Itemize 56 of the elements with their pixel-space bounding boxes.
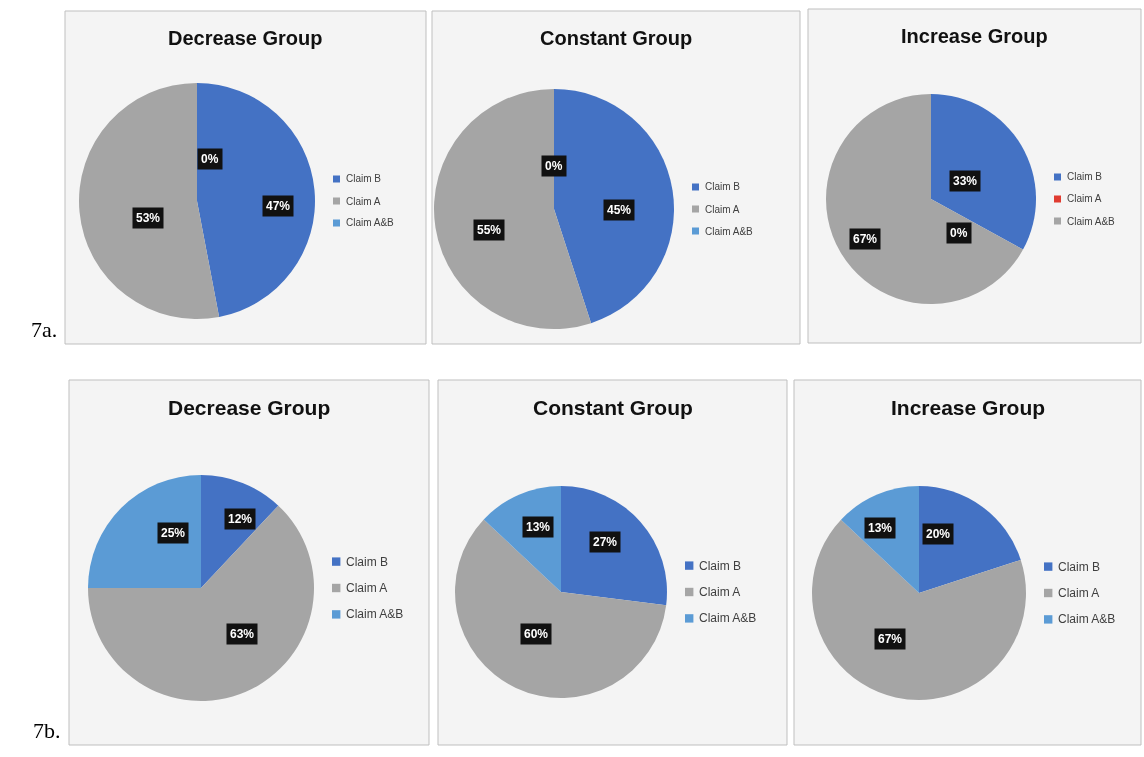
- data-label: 20%: [926, 527, 951, 541]
- data-label: 67%: [853, 232, 878, 246]
- data-label: 25%: [161, 526, 186, 540]
- legend-label: Claim A&B: [1058, 612, 1116, 626]
- legend-label: Claim A&B: [1067, 216, 1116, 227]
- legend-label: Claim B: [1067, 171, 1103, 182]
- legend-label: Claim A&B: [705, 226, 754, 237]
- data-label: 13%: [868, 521, 893, 535]
- pie-slice: [201, 475, 279, 588]
- data-label: 12%: [228, 512, 253, 526]
- data-label: 60%: [524, 627, 549, 641]
- legend-label: Claim A: [1067, 193, 1102, 204]
- legend-label: Claim A: [705, 204, 740, 215]
- data-label: 53%: [136, 211, 161, 225]
- text: 0%: [950, 226, 968, 240]
- data-label: 55%: [477, 223, 502, 237]
- chart-title: Decrease Group: [168, 27, 323, 49]
- legend-label: Claim B: [346, 173, 382, 184]
- legend-label: Claim B: [705, 181, 741, 192]
- legend-label: Claim A&B: [346, 217, 395, 228]
- pie-slice: [919, 486, 1021, 593]
- legend-label: Claim A&B: [346, 607, 404, 621]
- pie-slice: [197, 83, 315, 317]
- chart-title: Decrease Group: [168, 396, 331, 419]
- data-label: 45%: [607, 203, 632, 217]
- pie-slice: [812, 519, 1026, 700]
- data-label: 13%: [526, 520, 551, 534]
- legend-label: Claim B: [699, 559, 742, 573]
- text: 0%: [545, 159, 563, 173]
- legend-label: Claim B: [1058, 560, 1101, 574]
- pie-slice: [88, 475, 201, 588]
- legend-label: Claim A: [346, 581, 388, 595]
- chart-title: Increase Group: [901, 25, 1048, 47]
- text: 7b.: [33, 718, 61, 743]
- legend-label: Claim A: [699, 585, 741, 599]
- legend-label: Claim A: [346, 196, 381, 207]
- chart-title: Constant Group: [533, 396, 693, 419]
- data-label: 63%: [230, 627, 255, 641]
- text: 7a.: [31, 317, 58, 342]
- legend-label: Claim B: [346, 555, 389, 569]
- data-label: 67%: [878, 632, 903, 646]
- data-label: 47%: [266, 199, 291, 213]
- pie-slice: [79, 83, 220, 319]
- legend-label: Claim A&B: [699, 611, 757, 625]
- pie-slice: [88, 505, 314, 701]
- pie-slice: [455, 519, 667, 698]
- data-label: 27%: [593, 535, 618, 549]
- pie-slice: [561, 486, 667, 606]
- legend-label: Claim A: [1058, 586, 1100, 600]
- chart-title: Constant Group: [540, 27, 693, 49]
- pie-slice: [826, 94, 1024, 304]
- chart-title: Increase Group: [891, 396, 1046, 419]
- pie-slice: [434, 89, 592, 329]
- text: 0%: [201, 152, 219, 166]
- data-label: 33%: [953, 174, 978, 188]
- pie-slice: [931, 94, 1036, 250]
